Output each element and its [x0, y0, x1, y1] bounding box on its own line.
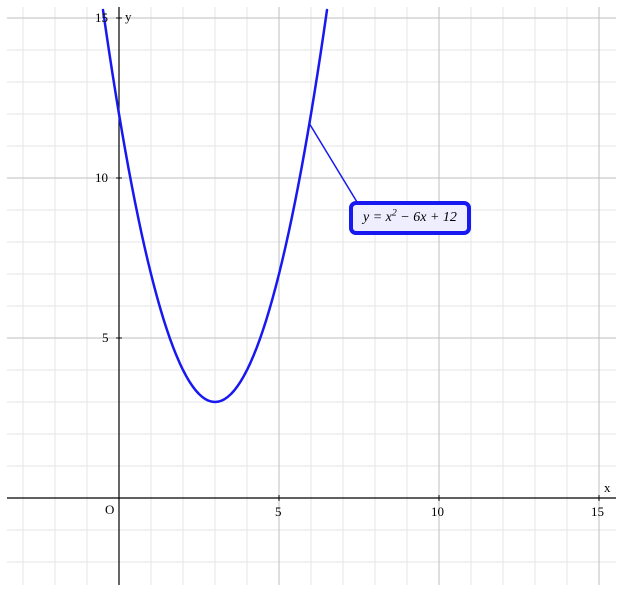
y-tick-label: 10: [95, 170, 108, 186]
y-axis-label: y: [125, 9, 132, 25]
y-tick-label: 5: [102, 330, 109, 346]
plot-svg: [7, 7, 616, 585]
plot-area: [7, 7, 616, 585]
x-tick-label: 5: [275, 504, 282, 520]
x-tick-label: 10: [431, 504, 444, 520]
origin-marker: O: [105, 502, 114, 518]
x-axis-label: x: [604, 480, 611, 496]
x-tick-label: 15: [591, 504, 604, 520]
y-tick-label: 15: [95, 10, 108, 26]
equation-callout: y = x2 − 6x + 12: [349, 201, 471, 235]
